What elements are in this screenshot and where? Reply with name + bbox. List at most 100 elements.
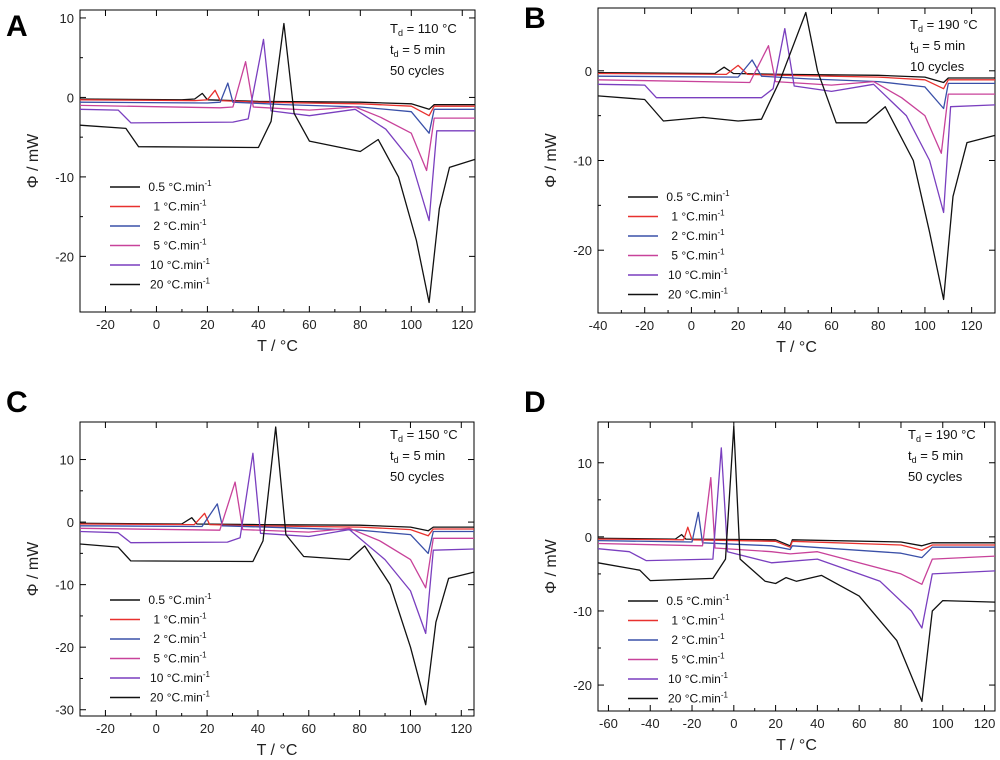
legend-entry: 5 °C.min-1 [671, 652, 725, 667]
panel-letter: A [6, 10, 28, 43]
x-tick-label: 80 [353, 317, 367, 332]
x-tick-label: 60 [824, 318, 838, 333]
y-axis-label: Φ / mW [543, 538, 560, 593]
plot-frame [79, 421, 475, 717]
x-tick-label: -40 [641, 716, 660, 731]
x-tick-label: 80 [352, 721, 366, 736]
x-tick-label: 80 [894, 716, 908, 731]
x-tick-label: 20 [731, 318, 745, 333]
panel-d: D -60 -40 -20 0 20 40 60 80 100 120 -20 -10 0 10 T / °C… [524, 386, 996, 754]
legend-entry: 2 °C.min-1 [153, 631, 207, 646]
series-line-5 [597, 11, 996, 301]
series-line-4 [79, 38, 475, 222]
y-tick-label: 0 [585, 530, 592, 545]
y-tick-label: 10 [578, 456, 592, 471]
y-axis-label: Φ / mW [25, 541, 42, 596]
series-line-2 [79, 82, 475, 134]
series-line-1 [597, 526, 995, 551]
series-line-2 [597, 511, 995, 559]
x-tick-label: 60 [302, 317, 316, 332]
legend-entry: 5 °C.min-1 [153, 651, 207, 666]
series-line-2 [597, 59, 995, 110]
y-tick-label: -20 [573, 243, 592, 258]
y-tick-label: 0 [585, 64, 592, 79]
annotation-cycles: 50 cycles [390, 469, 445, 484]
legend-entry: 0.5 °C.min-1 [148, 592, 212, 607]
x-tick-label: -20 [96, 721, 115, 736]
x-tick-label: 100 [400, 721, 422, 736]
series-line-5 [597, 425, 996, 703]
x-tick-label: -20 [96, 317, 115, 332]
plot-frame [597, 421, 996, 712]
annotation-td-temp: Td = 190 °C [910, 17, 978, 34]
panel-a: A -20 0 20 40 60 80 100 120 -20 -10 0 10 T / °C Φ / mW… [6, 9, 476, 355]
x-tick-label: 120 [450, 721, 472, 736]
x-axis-label: T / °C [776, 737, 817, 754]
y-tick-label: -10 [573, 154, 592, 169]
x-axis-label: T / °C [257, 742, 298, 759]
legend-entry: 10 °C.min-1 [668, 671, 728, 686]
y-tick-label: 10 [60, 453, 74, 468]
legend-entry: 1 °C.min-1 [671, 613, 725, 628]
legend-entry: 20 °C.min-1 [150, 690, 210, 705]
x-tick-label: 20 [200, 721, 214, 736]
legend-entry: 0.5 °C.min-1 [666, 593, 730, 608]
y-tick-label: 10 [60, 11, 74, 26]
y-tick-label: -20 [55, 249, 74, 264]
legend-entry: 1 °C.min-1 [671, 209, 725, 224]
series-line-4 [597, 447, 996, 629]
series-line-0 [79, 92, 475, 110]
legend-entry: 20 °C.min-1 [150, 277, 210, 292]
x-tick-label: 0 [153, 317, 160, 332]
x-tick-label: 100 [914, 318, 936, 333]
series-line-5 [79, 22, 476, 304]
series-line-4 [597, 27, 996, 214]
x-tick-label: 100 [932, 716, 954, 731]
x-tick-label: 40 [251, 721, 265, 736]
x-tick-label: 120 [451, 317, 473, 332]
x-tick-label: -20 [635, 318, 654, 333]
plot-frame [79, 9, 476, 313]
x-tick-label: 0 [730, 716, 737, 731]
x-tick-label: 100 [400, 317, 422, 332]
x-tick-label: 40 [778, 318, 792, 333]
legend-entry: 20 °C.min-1 [668, 287, 728, 302]
legend-entry: 2 °C.min-1 [671, 632, 725, 647]
x-tick-label: 0 [153, 721, 160, 736]
y-tick-label: -10 [55, 170, 74, 185]
series-line-3 [79, 481, 474, 589]
plot-frame [597, 7, 996, 314]
y-tick-label: -20 [55, 640, 74, 655]
legend-entry: 1 °C.min-1 [153, 199, 207, 214]
legend-entry: 10 °C.min-1 [150, 257, 210, 272]
annotation-td-temp: Td = 150 °C [390, 427, 458, 444]
series-line-3 [597, 476, 996, 585]
x-tick-label: -40 [589, 318, 608, 333]
x-tick-label: 120 [974, 716, 996, 731]
series-line-2 [79, 503, 474, 555]
x-tick-label: -20 [683, 716, 702, 731]
x-tick-label: 20 [200, 317, 214, 332]
series-line-1 [79, 512, 474, 537]
y-tick-label: -20 [573, 678, 592, 693]
x-tick-label: 0 [688, 318, 695, 333]
x-axis-label: T / °C [257, 338, 298, 355]
legend-entry: 20 °C.min-1 [668, 691, 728, 706]
annotation-cycles: 50 cycles [390, 63, 445, 78]
x-tick-label: 60 [852, 716, 866, 731]
x-tick-label: 40 [251, 317, 265, 332]
series-line-3 [597, 45, 995, 154]
legend-entry: 10 °C.min-1 [150, 670, 210, 685]
y-tick-label: -10 [573, 604, 592, 619]
panel-c: C -20 0 20 40 60 80 100 120 -30 -20 -10 0 10 T / °C Φ /… [6, 386, 475, 759]
x-tick-label: -60 [599, 716, 618, 731]
annotation-td-temp: Td = 110 °C [390, 21, 457, 38]
panel-b: B -40 -20 0 20 40 60 80 100 120 -20 -10 0 T / °C Φ / m… [524, 2, 996, 356]
x-tick-label: 80 [871, 318, 885, 333]
y-tick-label: 0 [67, 90, 74, 105]
y-tick-label: -30 [55, 703, 74, 718]
panel-letter: B [524, 2, 546, 35]
legend-entry: 2 °C.min-1 [153, 218, 207, 233]
